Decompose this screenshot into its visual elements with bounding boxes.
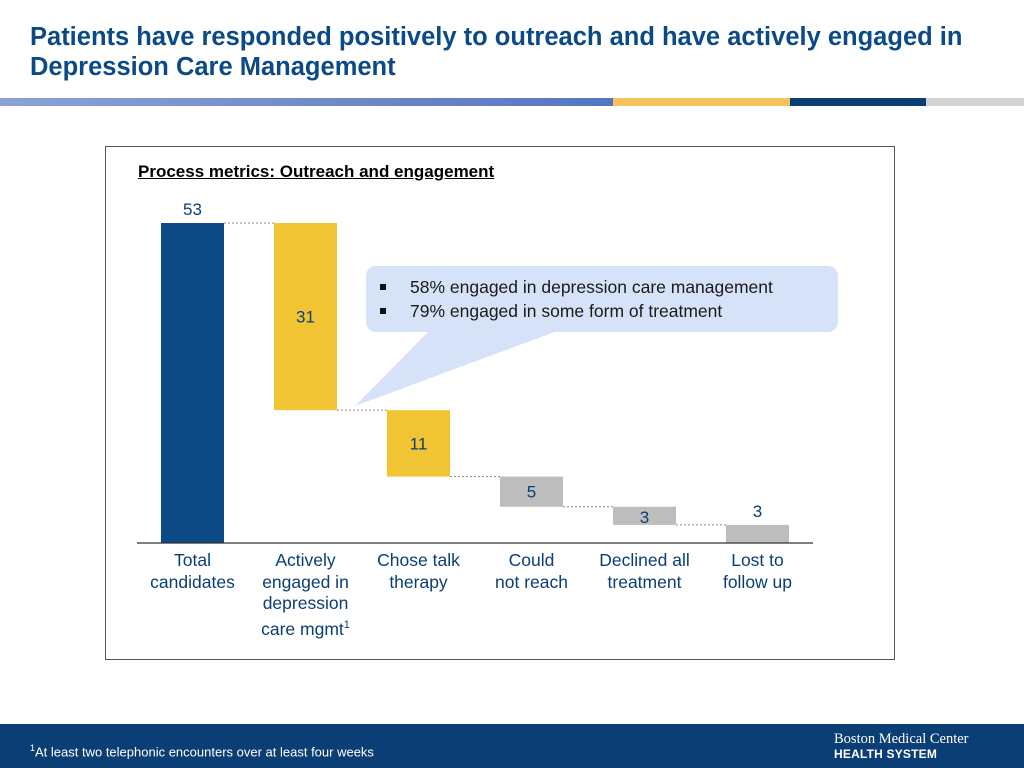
callout-box: 58% engaged in depression care managemen… (366, 266, 838, 332)
category-label: Declined all treatment (599, 550, 690, 592)
category-label: Lost to follow up (722, 550, 793, 592)
value-label: 31 (296, 308, 315, 327)
logo-line1: Boston Medical Center (834, 731, 969, 747)
header-stripe-navy (790, 98, 926, 106)
value-label: 53 (183, 200, 202, 219)
bar-2 (274, 223, 337, 411)
callout-pointer (355, 330, 560, 406)
category-label: Total candidates (150, 550, 235, 592)
footnote-mark: 1 (30, 743, 36, 753)
header-stripe-blue (0, 98, 613, 106)
logo-line2: HEALTH SYSTEM (834, 747, 938, 761)
category-label: Chose talk therapy (377, 550, 460, 592)
logo: Boston Medical Center HEALTH SYSTEM (834, 731, 969, 762)
footnote: 1At least two telephonic encounters over… (30, 743, 374, 759)
bar-3 (387, 410, 450, 477)
category-label: Could not reach (495, 550, 568, 592)
header-stripe-gray (926, 98, 1024, 106)
value-label: 3 (753, 502, 762, 521)
footer-bar (0, 724, 1024, 768)
value-label: 5 (527, 483, 536, 502)
callout-item: 58% engaged in depression care managemen… (380, 275, 838, 299)
bar-4 (500, 476, 563, 507)
header-stripe-gold (613, 98, 790, 106)
callout-item: 79% engaged in some form of treatment (380, 299, 838, 323)
value-label: 3 (640, 508, 649, 527)
footnote-text: At least two telephonic encounters over … (35, 744, 374, 760)
bar-6 (726, 524, 789, 543)
bar-1 (161, 223, 224, 543)
page-title: Patients have responded positively to ou… (30, 23, 963, 81)
category-label: Actively engaged in depression care mgmt1 (261, 550, 350, 639)
value-label: 11 (410, 434, 428, 453)
bar-5 (613, 506, 676, 525)
chart-title: Process metrics: Outreach and engagement (138, 162, 495, 181)
chart-frame (105, 146, 895, 660)
